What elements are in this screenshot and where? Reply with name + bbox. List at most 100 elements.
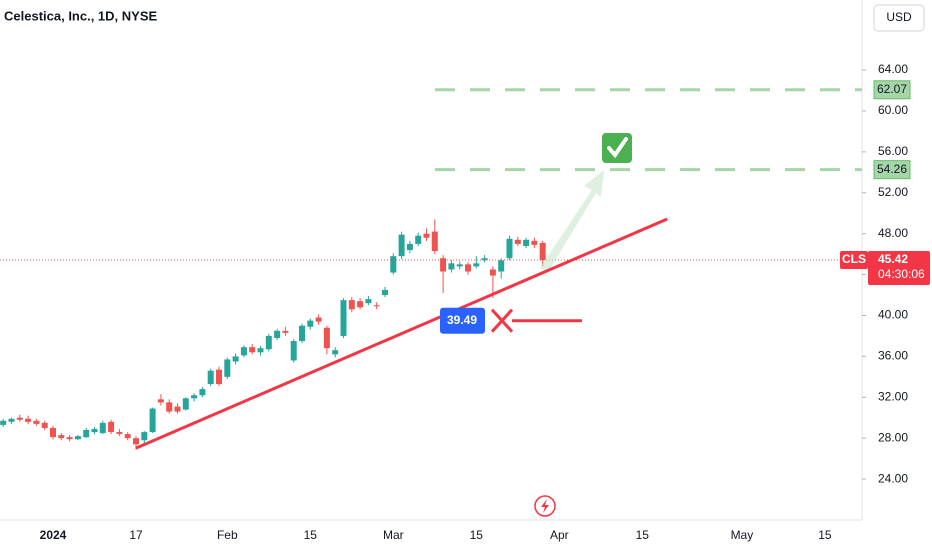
candle-body bbox=[465, 264, 471, 272]
candle-body bbox=[257, 348, 264, 353]
candle-body bbox=[166, 402, 173, 412]
y-tick-label: 60.00 bbox=[878, 103, 908, 117]
candle-body bbox=[307, 320, 314, 327]
candle-body bbox=[141, 432, 148, 441]
candle-body bbox=[58, 435, 65, 439]
candle-body bbox=[216, 369, 222, 384]
chart-title: Celestica, Inc., 1D, NYSE bbox=[4, 8, 158, 23]
level-tag-label: 62.07 bbox=[877, 82, 907, 96]
x-tick-label: 17 bbox=[129, 528, 143, 542]
candle-body bbox=[16, 417, 23, 420]
candle-body bbox=[149, 408, 156, 433]
candle-body bbox=[182, 398, 189, 410]
x-tick-label: May bbox=[731, 528, 754, 542]
candle-body bbox=[332, 350, 339, 355]
candle-body bbox=[240, 347, 247, 356]
x-tick-label: Apr bbox=[550, 528, 569, 542]
event-bolt bbox=[541, 499, 549, 513]
trend-line bbox=[135, 217, 668, 450]
symbol-tag bbox=[840, 251, 868, 270]
candle-body bbox=[506, 238, 513, 259]
plot bbox=[0, 0, 863, 521]
candle-body bbox=[83, 430, 90, 438]
y-tick-label: 64.00 bbox=[878, 62, 908, 76]
level-tag bbox=[873, 80, 911, 100]
candle-body bbox=[174, 406, 181, 412]
candle-body bbox=[448, 263, 455, 270]
y-tick-label: 28.00 bbox=[878, 430, 908, 444]
candle-body bbox=[423, 233, 430, 238]
x-tick-label: 15 bbox=[636, 528, 650, 542]
candle-body bbox=[373, 305, 380, 307]
check-mark bbox=[607, 137, 628, 159]
candle-body bbox=[489, 269, 496, 276]
stop-label: 39.49 bbox=[447, 313, 477, 327]
candle-body bbox=[315, 317, 322, 322]
stop-x bbox=[490, 308, 514, 333]
candle-body bbox=[191, 395, 198, 399]
currency-button[interactable] bbox=[873, 4, 925, 32]
candle-body bbox=[41, 422, 48, 428]
candle-body bbox=[340, 300, 347, 336]
candle-body bbox=[539, 242, 546, 261]
y-tick-label: 24.00 bbox=[878, 471, 908, 485]
candle-body bbox=[249, 347, 256, 353]
candle-body bbox=[523, 239, 530, 246]
candle-body bbox=[323, 327, 330, 349]
x-tick-label: Feb bbox=[217, 528, 238, 542]
x-tick-label: 15 bbox=[470, 528, 484, 542]
candle-body bbox=[514, 239, 521, 244]
overlay: 24.0028.0032.0036.0040.0044.0048.0052.00… bbox=[40, 62, 930, 542]
x-tick-label: 2024 bbox=[40, 528, 67, 542]
x-tick-label: Mar bbox=[383, 528, 404, 542]
candle-body bbox=[299, 325, 305, 342]
candle-body bbox=[207, 370, 214, 384]
level-tag-label: 54.26 bbox=[877, 162, 907, 176]
candle-body bbox=[33, 420, 40, 424]
x-tick-label: 15 bbox=[818, 528, 832, 542]
candle-body bbox=[357, 301, 364, 308]
y-tick-label: 36.00 bbox=[878, 349, 908, 363]
y-tick-label: 40.00 bbox=[878, 308, 908, 322]
candle-body bbox=[116, 432, 123, 435]
candle-body bbox=[66, 437, 73, 440]
candle-body bbox=[390, 256, 397, 273]
candle-body bbox=[91, 428, 98, 433]
x-tick-label: 15 bbox=[304, 528, 318, 542]
candle-body bbox=[473, 263, 480, 267]
candle-body bbox=[274, 330, 281, 338]
candle-body bbox=[199, 389, 206, 396]
candle-body bbox=[0, 420, 7, 425]
candle-body bbox=[406, 243, 413, 251]
currency-label[interactable]: USD bbox=[886, 10, 912, 24]
candle-body bbox=[290, 341, 297, 361]
stop-box bbox=[440, 307, 485, 334]
candle-body bbox=[365, 299, 372, 304]
candle-body bbox=[440, 258, 447, 272]
candle-body bbox=[124, 434, 131, 439]
check-icon bbox=[602, 133, 632, 163]
candle-body bbox=[398, 234, 405, 257]
projection-arrow bbox=[540, 170, 604, 272]
candle-body bbox=[133, 438, 139, 445]
candle-body bbox=[265, 335, 272, 350]
candle-body bbox=[282, 330, 289, 333]
candle-body bbox=[224, 359, 231, 377]
price-tag bbox=[868, 251, 930, 286]
candle-body bbox=[382, 289, 388, 296]
y-tick-label: 56.00 bbox=[878, 144, 908, 158]
y-tick-label: 52.00 bbox=[878, 185, 908, 199]
y-tick-label: 48.00 bbox=[878, 226, 908, 240]
candle-body bbox=[99, 422, 106, 434]
candle-body bbox=[456, 264, 463, 267]
countdown: 04:30:06 bbox=[878, 267, 925, 281]
candle-body bbox=[348, 300, 355, 310]
candle-body bbox=[50, 427, 56, 438]
candle-body bbox=[25, 418, 32, 422]
candle-body bbox=[431, 231, 438, 252]
candle-body bbox=[498, 260, 505, 272]
candle-body bbox=[74, 436, 81, 440]
candle-body bbox=[481, 258, 488, 261]
